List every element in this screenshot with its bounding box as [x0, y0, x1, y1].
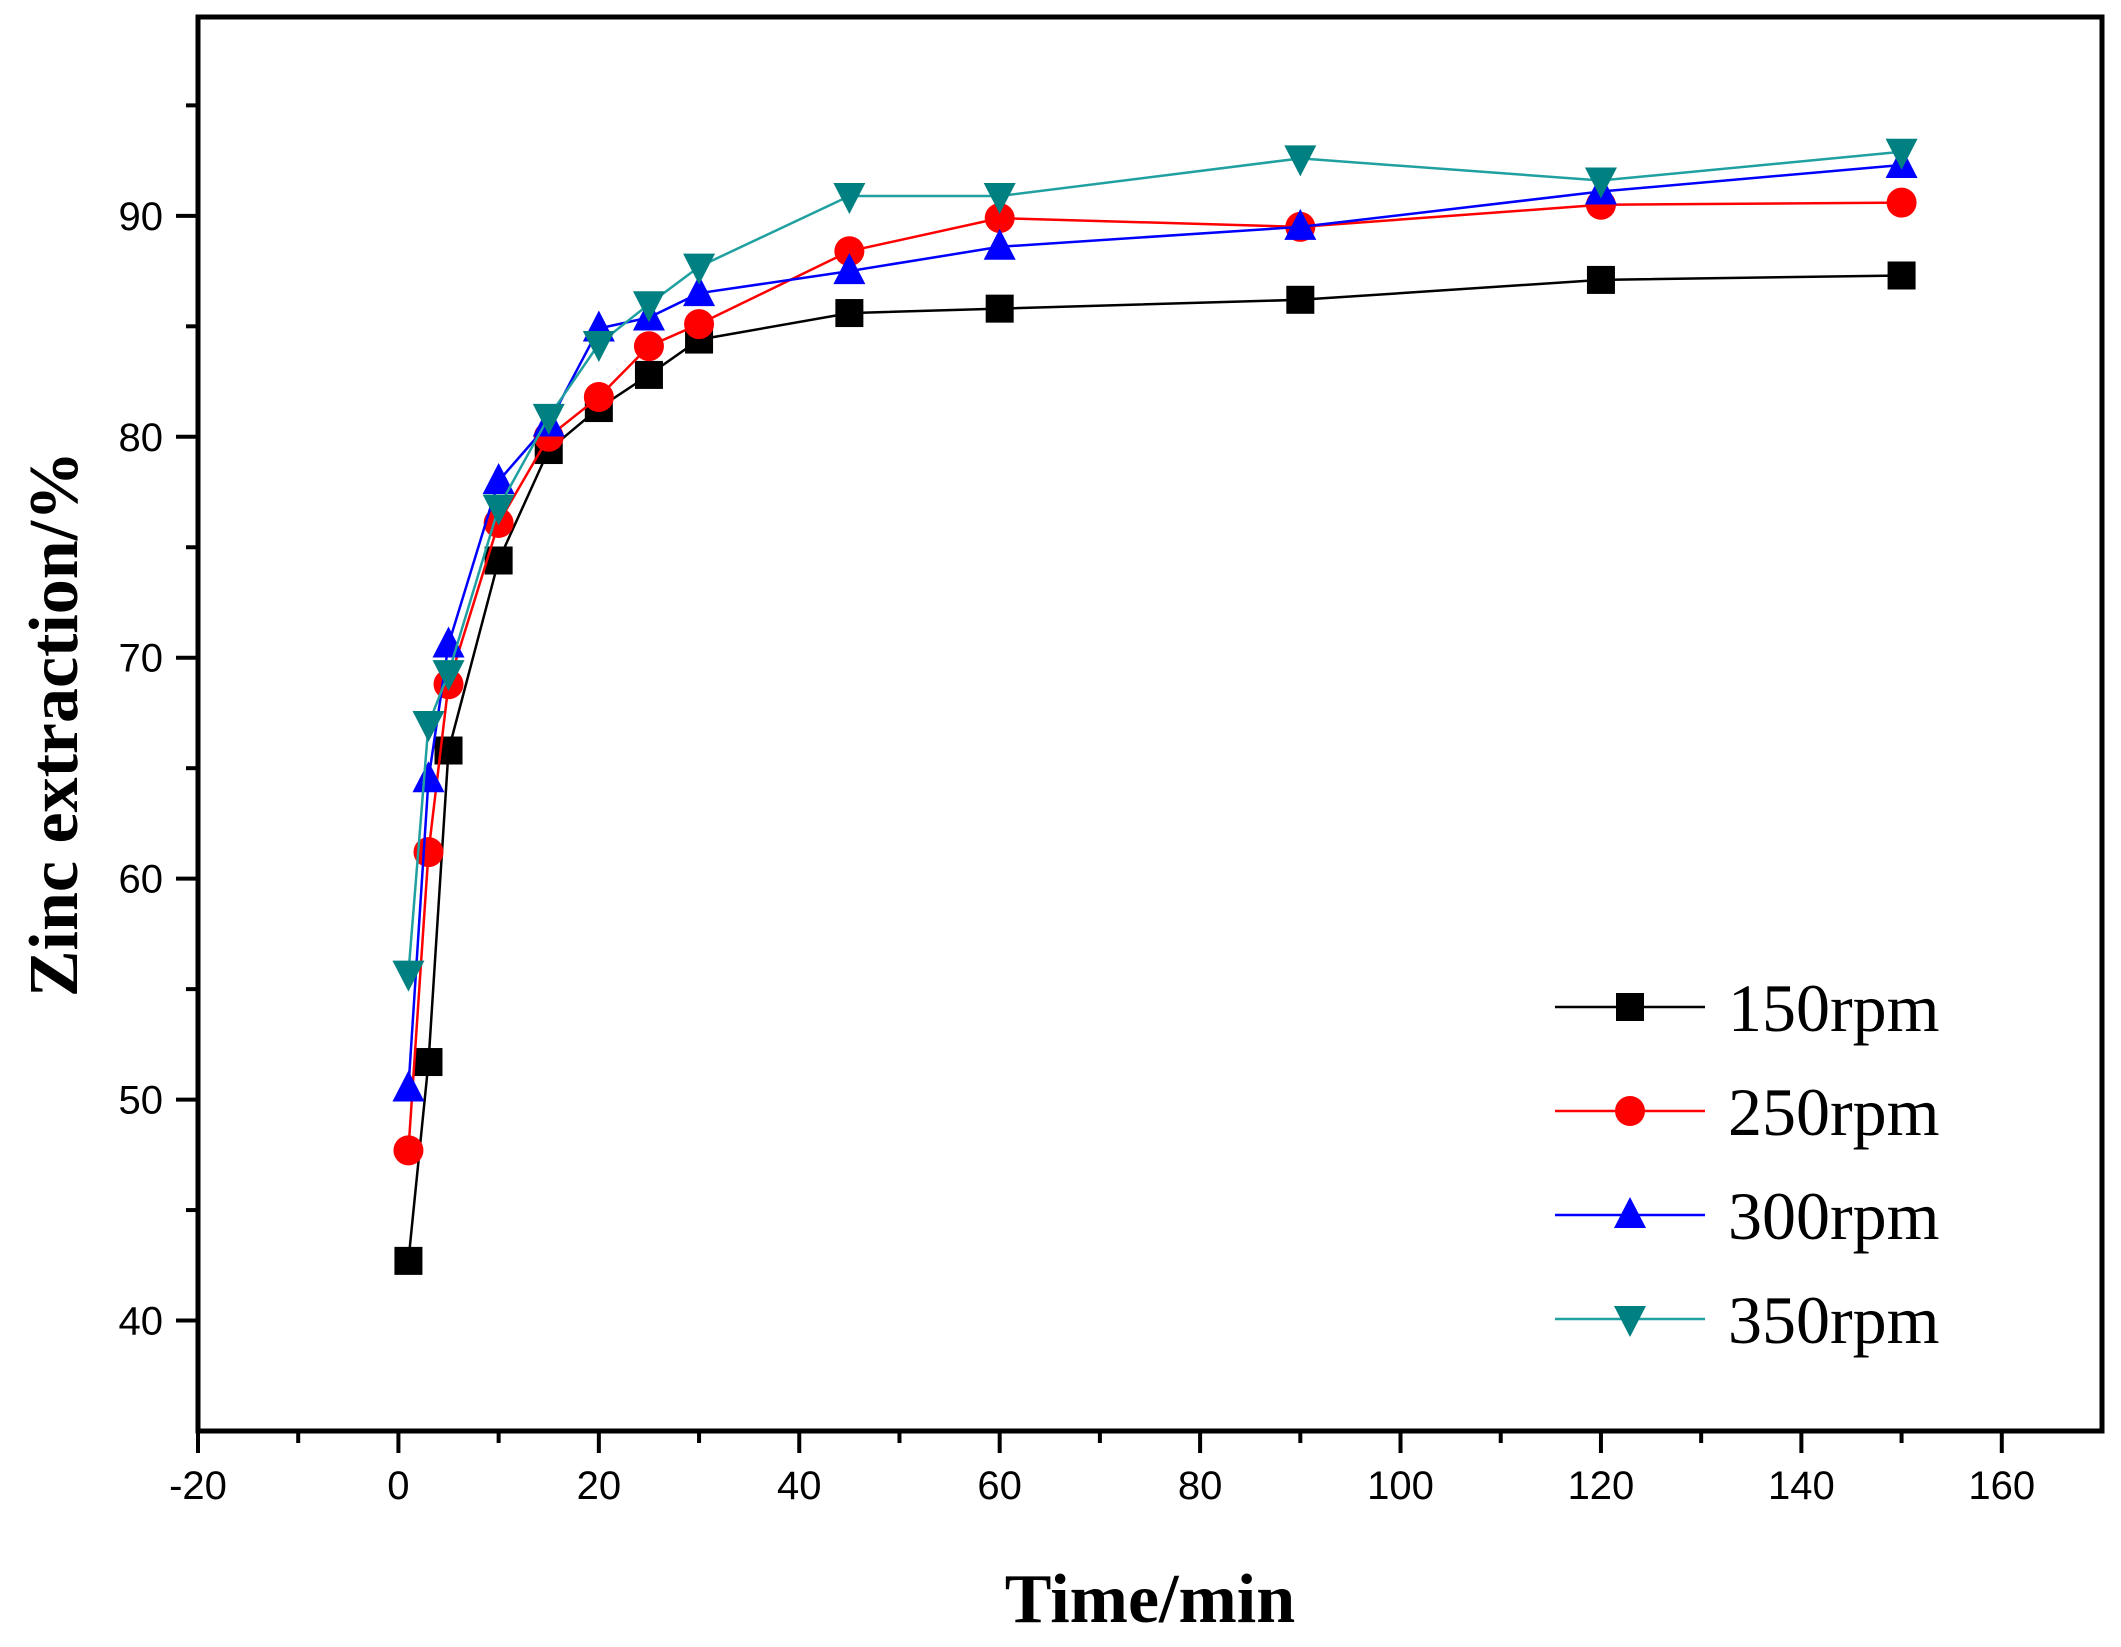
data-point-350rpm-120 — [1584, 167, 1617, 199]
axis-ticks: -20 0 20 40 60 80 100 120 140 160 40 50 60 70 80 90 — [119, 103, 2035, 1508]
data-point-150rpm-25 — [634, 360, 663, 389]
data-point-250rpm-30 — [684, 309, 715, 340]
legend: 150rpm 250rpm 300rpm 350rpm — [1555, 970, 1940, 1358]
series-line-150rpm — [407, 274, 1902, 1262]
x-tick-label: 120 — [1568, 1464, 1635, 1508]
data-point-300rpm-1 — [392, 1070, 425, 1102]
legend-marker — [1615, 1096, 1645, 1126]
x-tick-label: 100 — [1367, 1464, 1434, 1508]
x-tick-label: -20 — [169, 1464, 227, 1508]
data-point-350rpm-45 — [833, 182, 866, 214]
data-point-350rpm-150 — [1885, 138, 1918, 170]
data-point-150rpm-60 — [985, 294, 1014, 323]
legend-item-250rpm: 250rpm — [1555, 1074, 1940, 1150]
y-tick-label: 40 — [119, 1300, 164, 1344]
x-tick-label: 0 — [387, 1464, 409, 1508]
y-tick-label: 50 — [119, 1079, 164, 1123]
data-point-300rpm-10 — [482, 462, 515, 494]
x-tick-label: 40 — [777, 1464, 822, 1508]
data-point-300rpm-5 — [432, 626, 465, 658]
series-250rpm — [393, 187, 1917, 1166]
data-point-300rpm-45 — [833, 253, 866, 285]
data-point-300rpm-30 — [683, 275, 716, 307]
data-point-250rpm-60 — [984, 203, 1015, 234]
data-point-250rpm-20 — [583, 382, 614, 413]
data-point-300rpm-90 — [1284, 208, 1317, 240]
series-layer — [392, 138, 1918, 1275]
legend-marker — [1614, 1306, 1646, 1337]
data-point-150rpm-90 — [1286, 285, 1315, 314]
legend-marker — [1614, 1197, 1646, 1228]
y-tick-label: 70 — [119, 637, 164, 681]
series-150rpm — [394, 261, 1916, 1275]
data-point-150rpm-3 — [414, 1048, 443, 1077]
data-point-350rpm-60 — [983, 182, 1016, 214]
data-point-150rpm-45 — [835, 299, 864, 328]
series-300rpm — [392, 147, 1918, 1102]
legend-label: 350rpm — [1728, 1282, 1940, 1358]
data-point-250rpm-3 — [413, 837, 444, 868]
x-tick-label: 160 — [1968, 1464, 2035, 1508]
legend-label: 300rpm — [1728, 1178, 1940, 1254]
data-point-150rpm-120 — [1586, 265, 1615, 294]
data-point-250rpm-45 — [834, 236, 865, 267]
y-axis-title: Zinc extraction/% — [16, 451, 93, 997]
plot-frame — [195, 14, 2105, 1434]
x-tick-label: 60 — [977, 1464, 1022, 1508]
data-point-350rpm-5 — [432, 660, 465, 692]
data-point-350rpm-90 — [1284, 145, 1317, 177]
x-tick-label: 20 — [577, 1464, 622, 1508]
data-point-350rpm-3 — [412, 711, 445, 742]
data-point-350rpm-30 — [683, 253, 716, 285]
data-point-250rpm-25 — [633, 331, 664, 362]
data-point-350rpm-1 — [392, 960, 425, 992]
legend-marker — [1616, 993, 1644, 1021]
data-point-150rpm-1 — [394, 1246, 423, 1275]
data-point-150rpm-150 — [1887, 261, 1916, 290]
legend-item-150rpm: 150rpm — [1555, 970, 1940, 1046]
data-point-300rpm-3 — [412, 761, 445, 793]
data-point-350rpm-25 — [632, 291, 665, 323]
legend-label: 150rpm — [1728, 970, 1940, 1046]
legend-item-350rpm: 350rpm — [1555, 1282, 1940, 1358]
y-tick-label: 60 — [119, 858, 164, 902]
y-tick-label: 90 — [119, 195, 164, 239]
y-tick-label: 80 — [119, 416, 164, 460]
data-point-350rpm-10 — [482, 494, 515, 526]
data-point-350rpm-15 — [532, 403, 565, 435]
data-point-300rpm-60 — [983, 228, 1016, 260]
series-line-350rpm — [407, 150, 1902, 974]
data-point-250rpm-150 — [1886, 187, 1917, 218]
data-point-250rpm-1 — [393, 1135, 424, 1166]
x-axis-title: Time/min — [1005, 1561, 1295, 1638]
x-tick-label: 140 — [1768, 1464, 1835, 1508]
x-tick-label: 80 — [1178, 1464, 1223, 1508]
series-350rpm — [392, 138, 1918, 992]
legend-item-300rpm: 300rpm — [1555, 1178, 1940, 1254]
legend-label: 250rpm — [1728, 1074, 1940, 1150]
data-point-350rpm-20 — [582, 330, 615, 362]
